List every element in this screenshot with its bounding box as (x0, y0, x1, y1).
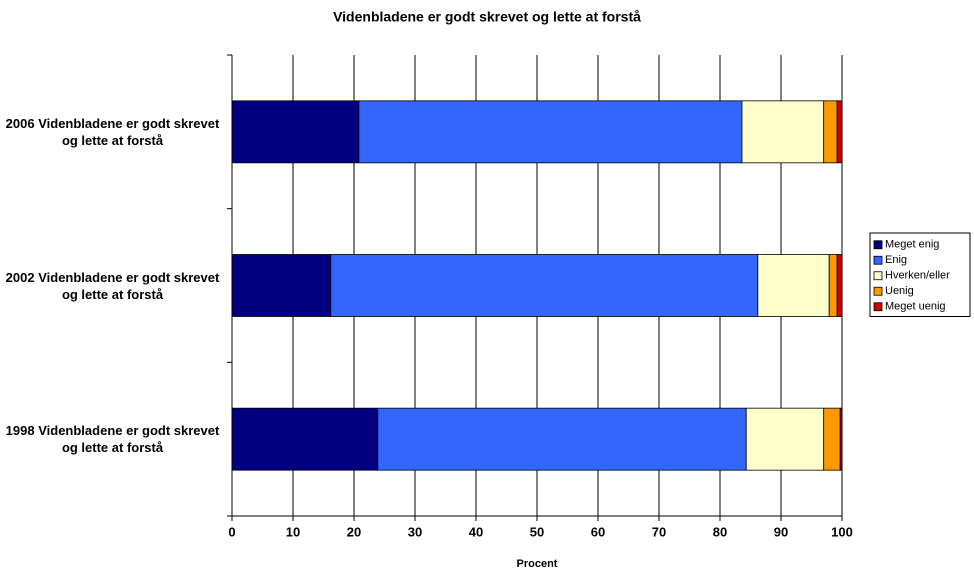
legend-swatch (873, 286, 883, 296)
x-tick-label: 100 (831, 524, 853, 539)
x-tick-label: 60 (591, 524, 605, 539)
bar-segment (836, 254, 843, 317)
bar-segment (823, 100, 838, 164)
legend-swatch (873, 271, 883, 281)
legend-swatch (873, 255, 883, 265)
x-tick-label: 20 (347, 524, 361, 539)
legend-label: Hverken/eller (885, 270, 950, 282)
bar-segment (330, 254, 759, 317)
bar-segment (757, 254, 830, 317)
legend-swatch (873, 302, 883, 312)
legend-label: Meget enig (885, 239, 939, 251)
x-tick-label: 40 (469, 524, 483, 539)
bar-segment (823, 407, 841, 471)
bar-segment (377, 407, 747, 471)
bar-segment (828, 254, 838, 317)
x-axis-label: Procent (517, 558, 558, 570)
y-tick-label: 2002 Videnbladene er godt skrevet og let… (5, 269, 220, 302)
bar-segment (231, 254, 332, 317)
bar-segment (745, 407, 825, 471)
bar-segment (231, 100, 360, 164)
x-tick-label: 10 (286, 524, 300, 539)
x-tick-label: 90 (774, 524, 788, 539)
x-tick-label: 30 (408, 524, 422, 539)
chart-title: Videnbladene er godt skrevet og lette at… (333, 9, 641, 25)
legend-label: Uenig (885, 285, 914, 297)
bar-segment (836, 100, 843, 164)
x-tick-label: 50 (530, 524, 544, 539)
y-tick-label-box: 2006 Videnbladene er godt skrevet og let… (5, 115, 220, 148)
y-tick-label-box: 1998 Videnbladene er godt skrevet og let… (5, 423, 220, 456)
x-tick-label: 0 (228, 524, 235, 539)
bar-segment (741, 100, 825, 164)
x-tick-label: 70 (652, 524, 666, 539)
bar-segment (358, 100, 743, 164)
bar-segment (231, 407, 379, 471)
y-tick-label: 1998 Videnbladene er godt skrevet og let… (5, 423, 220, 456)
legend-label: Meget uenig (885, 301, 946, 313)
legend-swatch (873, 240, 883, 250)
legend-label: Enig (885, 254, 907, 266)
y-tick-label-box: 2002 Videnbladene er godt skrevet og let… (5, 269, 220, 302)
legend-box (869, 232, 971, 317)
y-tick-label: 2006 Videnbladene er godt skrevet og let… (5, 115, 220, 148)
x-tick-label: 80 (713, 524, 727, 539)
bar-segment (839, 407, 843, 471)
